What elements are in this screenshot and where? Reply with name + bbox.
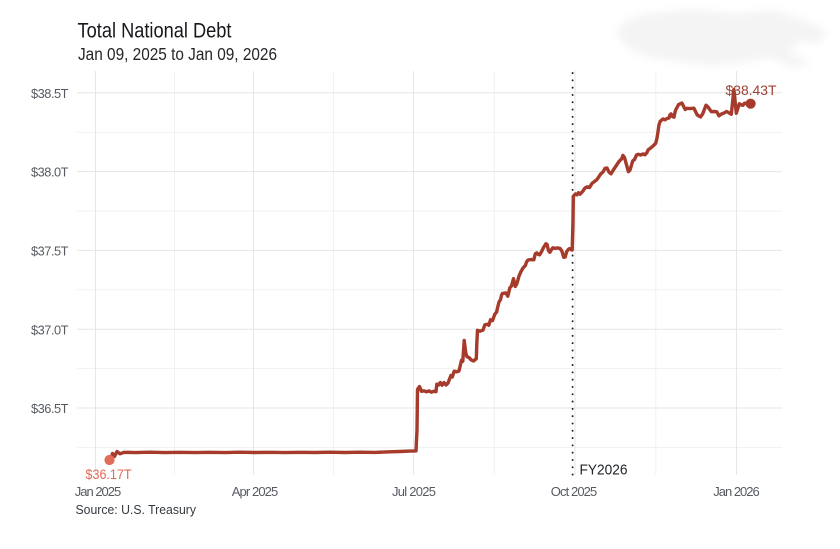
svg-text:Oct 2025: Oct 2025 (551, 484, 598, 499)
svg-text:Jul 2025: Jul 2025 (392, 484, 436, 499)
svg-text:Jan 2026: Jan 2026 (713, 484, 760, 499)
svg-text:$37.5T: $37.5T (31, 244, 69, 259)
svg-text:$38.43T: $38.43T (726, 83, 778, 98)
svg-text:Apr 2025: Apr 2025 (232, 484, 279, 499)
svg-text:Jan 09, 2025 to Jan 09, 2026: Jan 09, 2025 to Jan 09, 2026 (78, 44, 277, 64)
svg-text:$37.0T: $37.0T (31, 322, 69, 337)
svg-text:Jan 2025: Jan 2025 (75, 484, 122, 499)
svg-text:Source: U.S. Treasury: Source: U.S. Treasury (76, 502, 197, 517)
svg-text:FY2026: FY2026 (580, 462, 628, 479)
svg-text:$38.5T: $38.5T (31, 86, 69, 101)
svg-text:Total National Debt: Total National Debt (78, 20, 232, 43)
svg-text:$36.17T: $36.17T (86, 467, 132, 482)
svg-text:$36.5T: $36.5T (31, 401, 69, 416)
svg-text:$38.0T: $38.0T (31, 165, 69, 180)
